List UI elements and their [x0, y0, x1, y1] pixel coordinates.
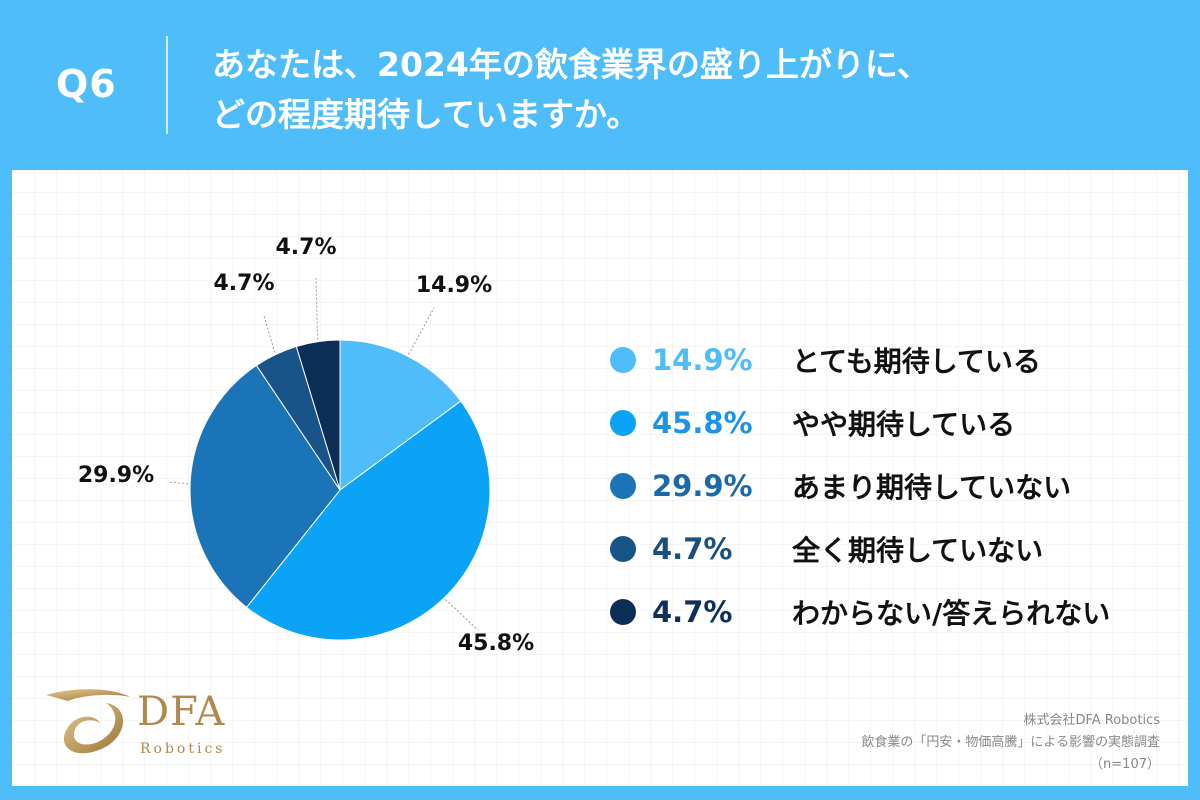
- company-logo: DFA Robotics: [42, 685, 262, 765]
- source-company: 株式会社DFA Robotics: [1023, 713, 1160, 728]
- source-survey: 飲食業の「円安・物価高騰」による影響の実態調査: [861, 735, 1160, 750]
- legend-item: 29.9% あまり期待していない: [610, 454, 1110, 517]
- legend-value: 29.9%: [652, 468, 753, 503]
- legend-item: 4.7% わからない/答えられない: [610, 580, 1110, 643]
- legend-item: 4.7% 全く期待していない: [610, 517, 1110, 580]
- legend: 14.9% とても期待している 45.8% やや期待している 29.9% あまり…: [610, 328, 1110, 643]
- question-line-1: あなたは、2024年の飲食業界の盛り上がりに、: [212, 45, 930, 84]
- legend-dot: [610, 346, 636, 373]
- slice-data-label: 45.8%: [458, 631, 534, 656]
- pie-slice: [295, 339, 341, 491]
- leader-line: [315, 277, 319, 340]
- slice-data-label: 4.7%: [275, 235, 336, 260]
- header-divider: [166, 36, 168, 134]
- legend-dot: [610, 598, 636, 625]
- pie-slice: [189, 364, 341, 609]
- legend-label: 全く期待していない: [792, 533, 1044, 567]
- legend-label: わからない/答えられない: [792, 596, 1111, 630]
- logo-name: DFA: [137, 689, 226, 735]
- pie-chart: 14.9% 45.8% 29.9% 4.7%4.7%: [78, 235, 534, 656]
- slice-data-label: 29.9%: [78, 463, 154, 488]
- chart-panel: 14.9% 45.8% 29.9% 4.7% 4.7% 14.9% とても期待している …: [12, 170, 1188, 786]
- slice-data-label: 14.9%: [416, 273, 492, 298]
- slice-data-label: 4.7%: [213, 271, 274, 296]
- legend-label: やや期待している: [792, 407, 1016, 441]
- legend-dot: [610, 472, 636, 499]
- question-text: あなたは、2024年の飲食業界の盛り上がりに、 どの程度期待していますか。: [212, 40, 930, 140]
- legend-dot: [610, 535, 636, 562]
- legend-dot: [610, 409, 636, 436]
- leader-line: [445, 599, 479, 631]
- legend-value: 4.7%: [652, 594, 733, 629]
- header-bar: Q6 あなたは、2024年の飲食業界の盛り上がりに、 どの程度期待していますか。: [0, 0, 1200, 170]
- legend-value: 45.8%: [652, 405, 753, 440]
- legend-item: 45.8% やや期待している: [610, 391, 1110, 454]
- legend-item: 14.9% とても期待している: [610, 328, 1110, 391]
- logo-swirl-icon: [46, 689, 130, 754]
- question-line-2: どの程度期待していますか。: [212, 95, 640, 134]
- legend-value: 4.7%: [652, 531, 733, 566]
- question-number: Q6: [56, 62, 117, 106]
- leader-line: [167, 481, 189, 485]
- logo-subtitle: Robotics: [140, 741, 226, 757]
- legend-label: あまり期待していない: [792, 470, 1072, 504]
- leader-line: [408, 307, 435, 355]
- legend-value: 14.9%: [652, 342, 753, 377]
- source-sample: （n=107）: [1090, 757, 1160, 772]
- legend-label: とても期待している: [792, 344, 1041, 378]
- leader-line: [263, 315, 276, 353]
- pie-slice: [245, 400, 491, 641]
- source-note: 株式会社DFA Robotics 飲食業の「円安・物価高騰」による影響の実態調査…: [861, 710, 1160, 776]
- pie-slice: [339, 339, 462, 491]
